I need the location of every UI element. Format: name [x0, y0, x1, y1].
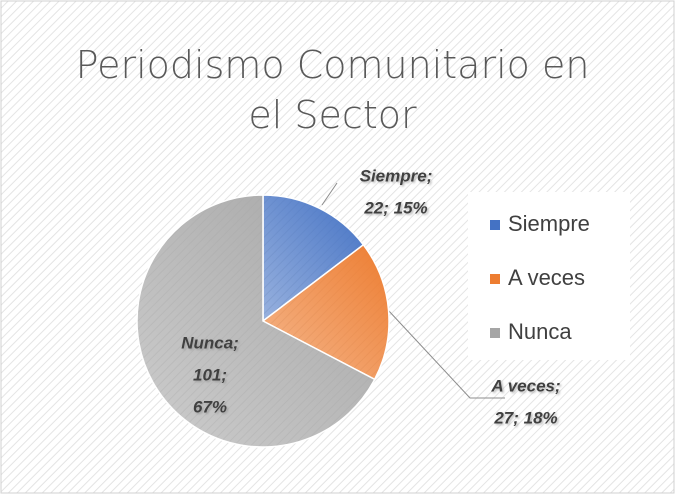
legend-swatch [490, 220, 500, 230]
data-label: 101; [193, 365, 227, 384]
pie-slice [136, 194, 376, 448]
pie-slice [261, 243, 390, 381]
pie-slice [262, 194, 365, 323]
legend-label: Siempre [508, 211, 590, 236]
leader-line [387, 309, 505, 399]
data-label: 27; 18% [493, 408, 557, 427]
legend-swatch [490, 274, 500, 284]
data-label: 22; 15% [363, 198, 427, 217]
data-label: 67% [193, 397, 227, 416]
leader-line [321, 182, 338, 206]
data-label: Nunca; [181, 333, 239, 352]
legend-label: A veces [508, 265, 585, 290]
legend-swatch [490, 328, 500, 338]
legend-label: Nunca [508, 319, 572, 344]
data-label: A veces; [490, 376, 560, 395]
data-label: Siempre; [360, 166, 433, 185]
chart-title: Periodismo Comunitario en el Sector [75, 43, 590, 137]
